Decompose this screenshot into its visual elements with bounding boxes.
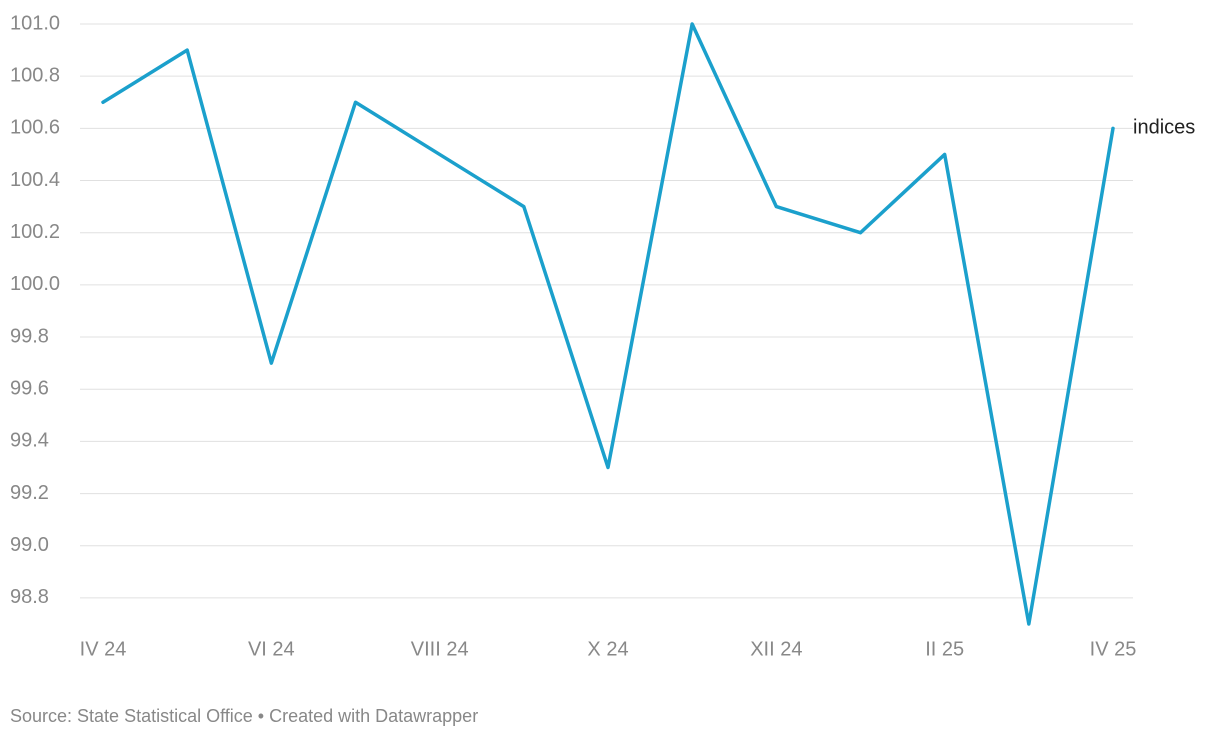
x-tick-label: XII 24 <box>750 638 802 660</box>
y-tick-label: 98.8 <box>10 586 49 608</box>
x-tick-label: X 24 <box>587 638 628 660</box>
y-tick-label: 101.0 <box>10 12 60 34</box>
y-tick-label: 100.4 <box>10 169 60 191</box>
source: Source: State Statistical Office • Creat… <box>10 706 478 726</box>
line <box>101 22 1115 626</box>
series-label: indices <box>1133 117 1195 139</box>
y-tick-label: 100.6 <box>10 117 60 139</box>
x-tick-label: VI 24 <box>248 638 295 660</box>
x-tick-label: II 25 <box>925 638 964 660</box>
x-tick-label: IV 24 <box>80 638 127 660</box>
x-tick-label: VIII 24 <box>411 638 469 660</box>
y-tick-label: 99.8 <box>10 325 49 347</box>
y-tick-label: 99.2 <box>10 482 49 504</box>
y-tick-label: 100.8 <box>10 64 60 86</box>
y-tick-label: 100.0 <box>10 273 60 295</box>
y-tick-label: 99.6 <box>10 377 49 399</box>
x-tick-label: IV 25 <box>1090 638 1137 660</box>
y-tick-label: 99.0 <box>10 534 49 556</box>
y-tick-label: 100.2 <box>10 221 60 243</box>
y-tick-label: 99.4 <box>10 430 49 452</box>
